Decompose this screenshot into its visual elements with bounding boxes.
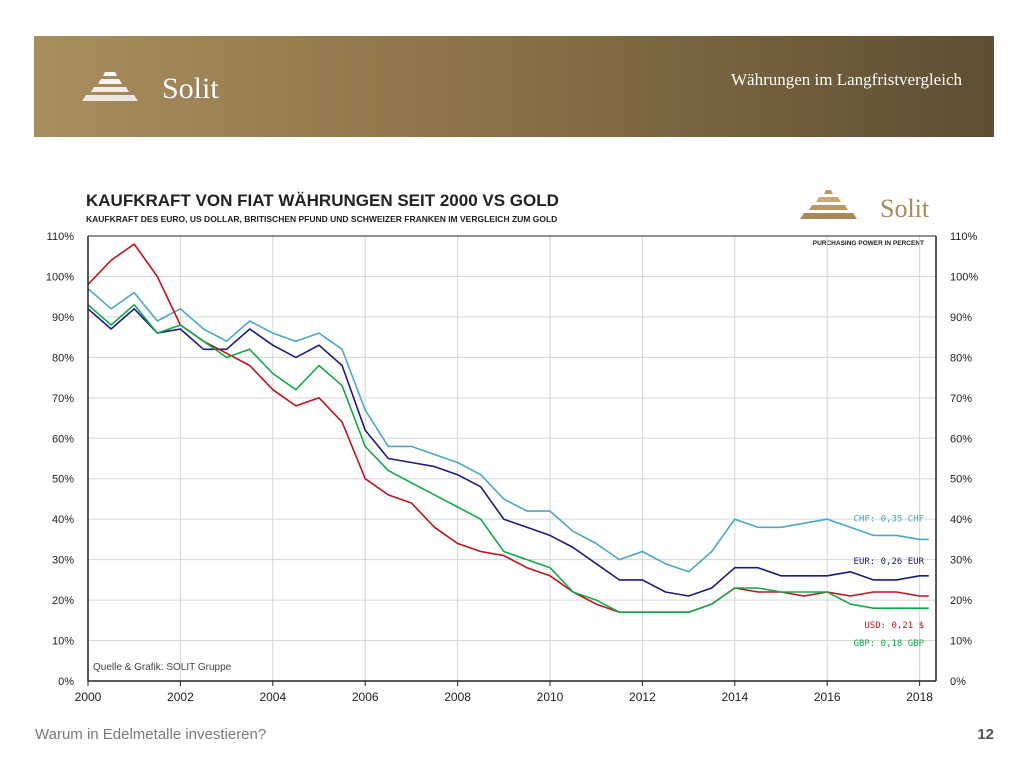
y-tick-label-right: 40% <box>950 514 972 526</box>
y-tick-label-right: 90% <box>950 312 972 324</box>
series-lines <box>87 243 929 614</box>
chart-logo: Solit <box>800 190 930 223</box>
y-tick-label-left: 80% <box>52 352 74 364</box>
y-tick-label-right: 70% <box>950 393 972 405</box>
y-tick-label-right: 60% <box>950 433 972 445</box>
chart-logo-icon <box>800 190 857 219</box>
y-tick-label-left: 20% <box>52 595 74 607</box>
y-tick-label-right: 100% <box>950 271 978 283</box>
series-label-eur: EUR: 0,26 EUR <box>854 557 925 567</box>
header-bar: Solit Währungen im Langfristvergleich <box>34 36 994 137</box>
page-number: 12 <box>977 726 994 743</box>
series-line-chf <box>87 287 929 573</box>
y-tick-label-right: 30% <box>950 555 972 567</box>
y-tick-label-right: 50% <box>950 474 972 486</box>
chart-subtitle: KAUFKRAFT DES EURO, US DOLLAR, BRITISCHE… <box>86 214 557 224</box>
x-tick-label: 2014 <box>721 690 748 704</box>
y-tick-label-left: 10% <box>52 636 74 648</box>
chart-title: KAUFKRAFT VON FIAT WÄHRUNGEN SEIT 2000 V… <box>86 191 559 210</box>
chart-logo-text: Solit <box>880 194 930 223</box>
x-tick-label: 2008 <box>444 690 471 704</box>
solit-logo-icon <box>82 72 138 101</box>
y-tick-label-left: 110% <box>47 231 75 243</box>
x-tick-label: 2016 <box>814 690 841 704</box>
y-tick-label-right: 80% <box>950 352 972 364</box>
y-tick-label-left: 0% <box>58 676 74 688</box>
x-tick-label: 2012 <box>629 690 656 704</box>
y-tick-label-left: 40% <box>52 514 74 526</box>
series-labels: CHF: 0,35 CHF EUR: 0,26 EUR USD: 0,21 $ GBP… <box>854 514 925 649</box>
x-tick-label: 2000 <box>75 690 102 704</box>
x-tick-label: 2018 <box>906 690 933 704</box>
series-line-usd <box>87 243 929 614</box>
y-tick-label-left: 60% <box>52 433 74 445</box>
y-tick-label-left: 30% <box>52 555 74 567</box>
series-label-chf: CHF: 0,35 CHF <box>854 514 924 524</box>
x-tick-label: 2010 <box>537 690 564 704</box>
x-tick-label: 2004 <box>259 690 286 704</box>
series-label-usd: USD: 0,21 $ <box>864 621 924 631</box>
y-tick-label-right: 0% <box>950 676 966 688</box>
y-tick-label-left: 70% <box>52 393 74 405</box>
grid-lines <box>88 236 936 681</box>
unit-note: PURCHASING POWER IN PERCENT <box>813 240 924 247</box>
y-tick-label-left: 50% <box>52 474 74 486</box>
header-brand: Solit <box>162 72 219 105</box>
y-tick-label-right: 10% <box>950 636 972 648</box>
y-tick-label-left: 90% <box>52 312 74 324</box>
series-line-eur <box>87 307 929 597</box>
y-tick-label-right: 20% <box>950 595 972 607</box>
x-tick-label: 2002 <box>167 690 194 704</box>
y-tick-label-left: 100% <box>46 271 74 283</box>
series-line-gbp <box>87 303 929 614</box>
source-note: Quelle & Grafik: SOLIT Gruppe <box>93 662 232 673</box>
header-title: Währungen im Langfristvergleich <box>731 70 962 89</box>
x-tick-label: 2006 <box>352 690 379 704</box>
footer-text: Warum in Edelmetalle investieren? <box>35 726 267 743</box>
series-label-gbp: GBP: 0,18 GBP <box>854 639 925 649</box>
axis-ticks: 0% 0% 10% 10% 20% 20% 30% 30% 40% 40% 50% 50% 60% 60%… <box>46 231 978 704</box>
y-tick-label-right: 110% <box>950 231 978 243</box>
